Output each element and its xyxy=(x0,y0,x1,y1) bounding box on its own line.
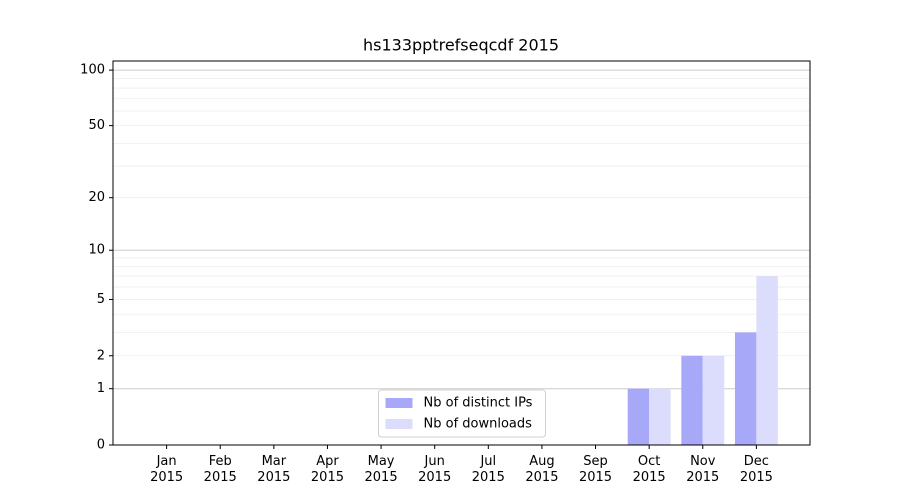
y-tick-label: 5 xyxy=(97,292,105,307)
legend-swatch xyxy=(385,398,413,408)
bar xyxy=(702,355,725,445)
x-tick-label: Mar 2015 xyxy=(257,454,290,485)
plot-frame xyxy=(112,60,811,446)
bar xyxy=(734,332,757,445)
x-tick-label: Oct 2015 xyxy=(633,454,666,485)
y-tick-label: 50 xyxy=(88,118,105,133)
bar xyxy=(681,355,703,445)
bar xyxy=(649,388,671,445)
bar xyxy=(756,276,778,445)
legend-swatch xyxy=(385,419,413,429)
y-tick-label: 10 xyxy=(88,243,105,258)
y-tick-label: 2 xyxy=(97,348,105,363)
y-tick-label: 100 xyxy=(80,63,105,78)
x-tick-label: Jun 2015 xyxy=(418,454,451,485)
x-tick-label: Jan 2015 xyxy=(150,454,183,485)
chart-title: hs133pptrefseqcdf 2015 xyxy=(363,36,559,55)
legend-label: Nb of downloads xyxy=(424,417,533,432)
bar xyxy=(627,388,650,445)
legend-box xyxy=(378,389,546,438)
legend-label: Nb of distinct IPs xyxy=(424,396,533,411)
x-tick-label: Aug 2015 xyxy=(525,454,558,485)
y-tick-label: 20 xyxy=(88,190,105,205)
x-tick-label: Nov 2015 xyxy=(686,454,719,485)
x-tick-label: Feb 2015 xyxy=(204,454,237,485)
x-tick-label: Sep 2015 xyxy=(579,454,612,485)
y-tick-label: 1 xyxy=(97,381,105,396)
x-tick-label: Jul 2015 xyxy=(472,454,505,485)
y-tick-label: 0 xyxy=(97,438,105,453)
x-tick-label: Dec 2015 xyxy=(740,454,773,485)
x-tick-label: Apr 2015 xyxy=(311,454,344,485)
legend: Nb of distinct IPs Nb of downloads xyxy=(378,389,546,438)
x-tick-label: May 2015 xyxy=(365,454,398,485)
